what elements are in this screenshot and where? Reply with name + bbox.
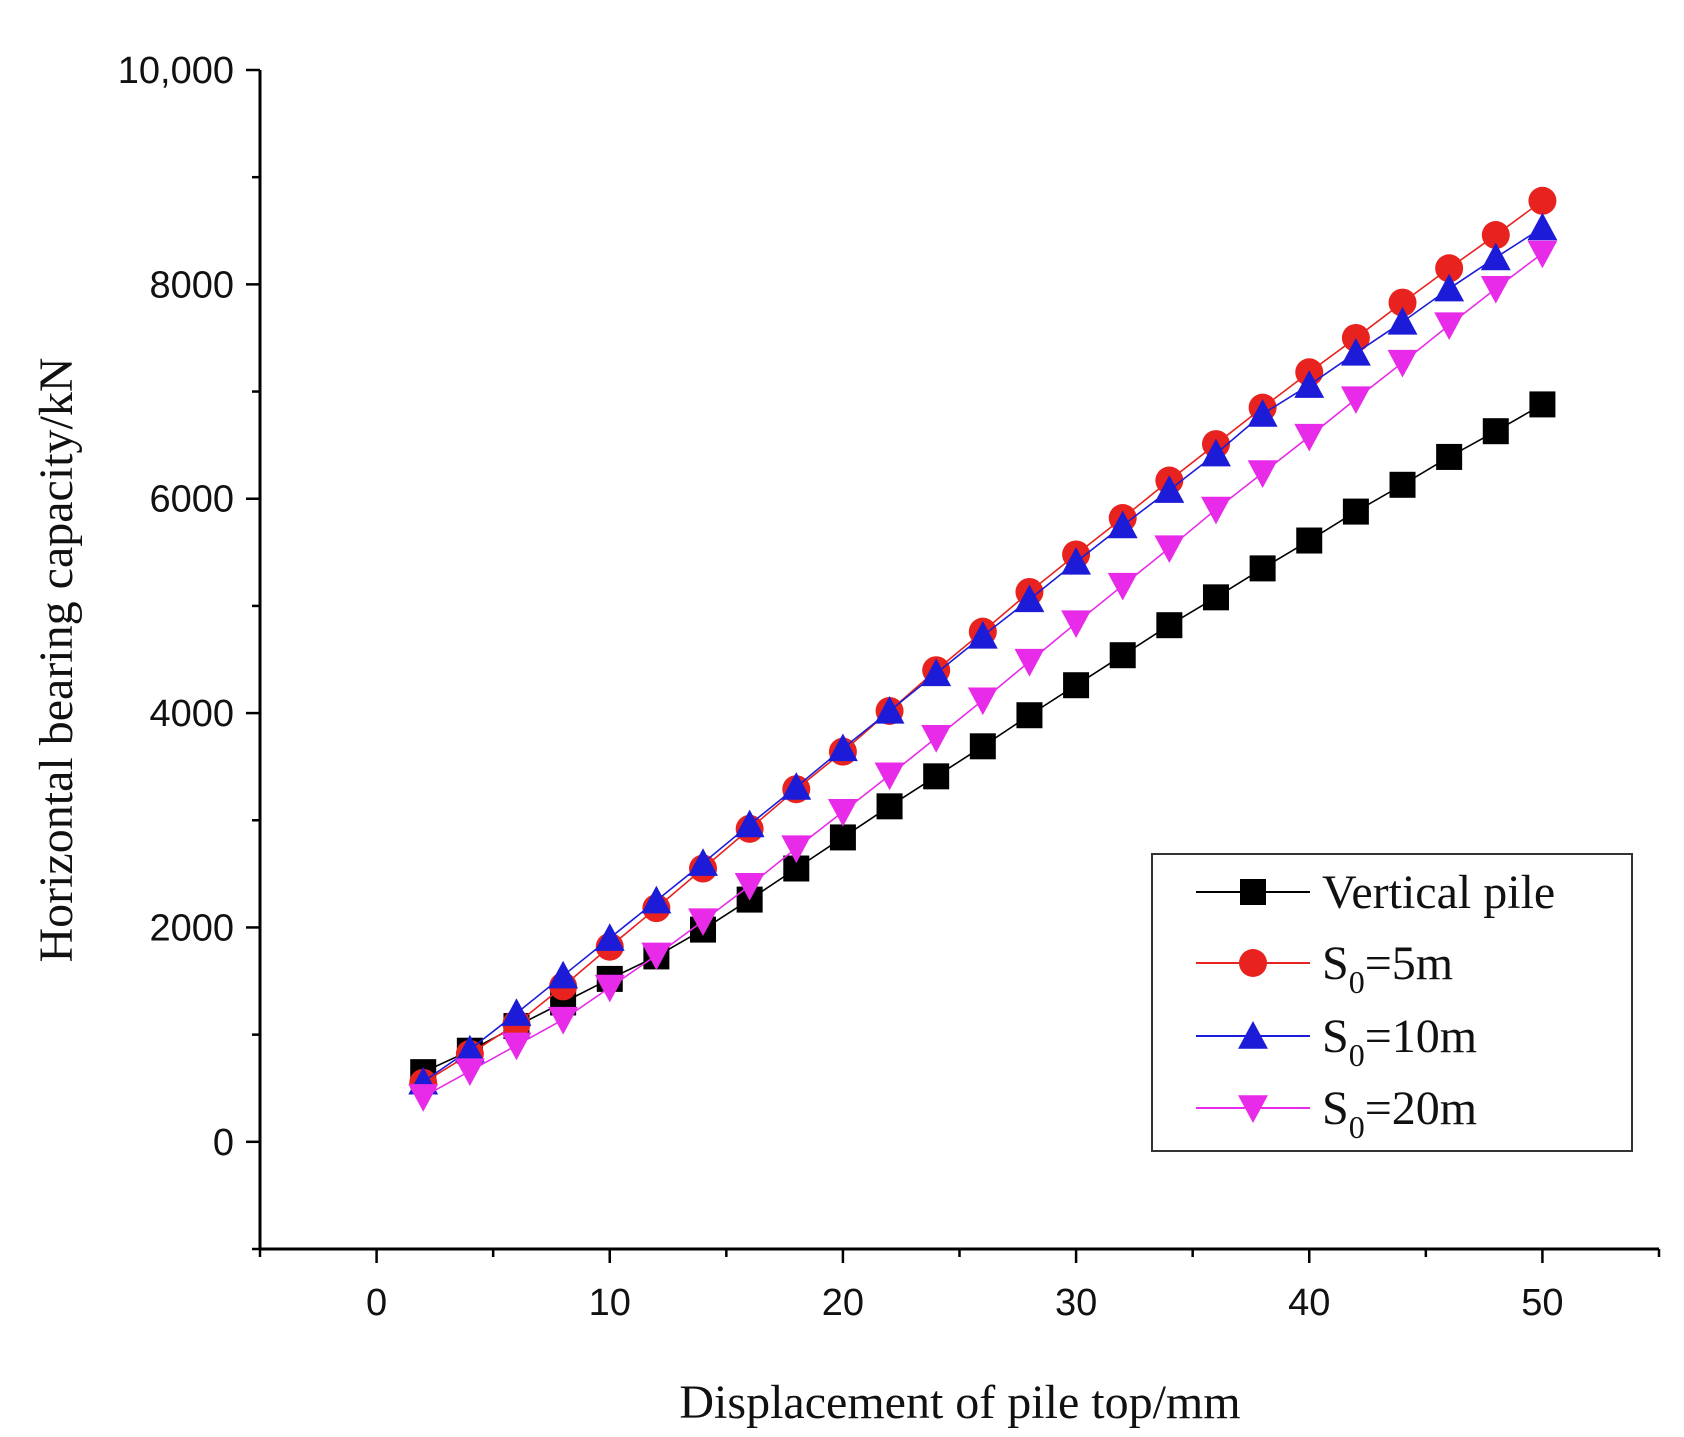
series-3: [408, 240, 1558, 1112]
data-point: [827, 798, 858, 827]
x-tick-label: 40: [1288, 1282, 1330, 1324]
data-point: [641, 942, 672, 971]
data-point: [1529, 391, 1556, 418]
data-point: [1527, 240, 1558, 269]
legend-label: Vertical pile: [1322, 866, 1555, 919]
data-point: [781, 835, 812, 864]
data-point: [1063, 672, 1090, 699]
legend: Vertical pile S0=5m S0=10m S0=20m: [1151, 853, 1633, 1152]
y-axis-title: Horizontal bearing capacity/kN: [30, 357, 83, 962]
data-point: [1480, 275, 1511, 304]
data-point: [874, 762, 905, 791]
data-point: [501, 1032, 532, 1061]
x-tick-label: 20: [822, 1282, 864, 1324]
data-point: [1201, 438, 1231, 467]
data-point: [1435, 254, 1464, 283]
data-point: [1389, 471, 1416, 498]
data-point: [967, 687, 998, 716]
y-tick-label: 8000: [149, 264, 234, 306]
data-point: [688, 848, 718, 876]
legend-marker: [1238, 1021, 1268, 1049]
x-tick-label: 0: [366, 1282, 387, 1324]
data-point: [1387, 349, 1418, 378]
data-point: [1154, 475, 1185, 503]
y-tick-label: 2000: [149, 907, 234, 949]
legend-marker: [1239, 949, 1267, 977]
legend-label: S0=20m: [1322, 1082, 1477, 1145]
data-point: [1387, 306, 1418, 335]
data-point: [921, 725, 952, 753]
data-point: [1481, 221, 1510, 250]
data-point: [1341, 323, 1370, 352]
data-point: [1342, 498, 1369, 525]
y-tick-label: 10,000: [118, 50, 234, 92]
data-point: [1016, 702, 1043, 729]
data-point: [734, 809, 765, 838]
x-tick-label: 50: [1521, 1282, 1563, 1324]
data-point: [1107, 510, 1138, 539]
data-point: [1249, 555, 1276, 582]
series-layer: [408, 186, 1558, 1112]
data-point: [827, 733, 858, 762]
data-point: [1296, 527, 1323, 554]
data-point: [1434, 312, 1465, 341]
data-point: [1340, 386, 1371, 414]
x-axis-title: Displacement of pile top/mm: [679, 1376, 1240, 1429]
data-point: [1014, 584, 1045, 613]
y-tick-label: 0: [213, 1122, 234, 1164]
data-point: [454, 1034, 485, 1063]
legend-marker: [1240, 879, 1266, 905]
data-point: [1154, 535, 1185, 563]
data-point: [1202, 584, 1229, 611]
data-point: [1527, 212, 1558, 241]
data-point: [1434, 273, 1465, 302]
data-point: [876, 793, 903, 820]
legend-marker: [1238, 1095, 1268, 1123]
data-point: [641, 885, 672, 914]
legend-box: [1151, 853, 1633, 1152]
data-point: [734, 872, 765, 901]
data-point: [688, 908, 718, 936]
series-2: [408, 212, 1558, 1095]
legend-label: S0=5m: [1322, 937, 1453, 1000]
x-tick-label: 10: [589, 1282, 631, 1324]
data-point: [874, 695, 905, 724]
data-point: [1061, 610, 1092, 639]
data-point: [1482, 418, 1509, 445]
data-point: [1061, 547, 1092, 575]
ticks: 0 10 20 30 40 50 0 2000 4000 6000 8000 10,000: [118, 50, 1661, 1324]
data-point: [1528, 186, 1557, 215]
data-point: [967, 620, 998, 649]
data-point: [594, 974, 625, 1003]
data-point: [1014, 648, 1045, 677]
data-point: [548, 960, 579, 989]
x-tick-label: 30: [1055, 1282, 1097, 1324]
legend-label: S0=10m: [1322, 1010, 1477, 1073]
data-point: [1247, 460, 1278, 488]
data-point: [1247, 399, 1278, 427]
data-point: [921, 658, 952, 687]
data-point: [1388, 288, 1417, 317]
data-point: [501, 998, 532, 1026]
data-point: [1294, 370, 1325, 398]
y-tick-label: 4000: [149, 693, 234, 735]
data-point: [1340, 338, 1371, 366]
data-point: [1109, 642, 1136, 669]
data-point: [1156, 612, 1183, 639]
data-point: [923, 763, 950, 790]
data-point: [1107, 572, 1138, 601]
data-point: [1201, 496, 1231, 525]
data-point: [1294, 423, 1325, 452]
data-point: [408, 1084, 439, 1112]
data-point: [594, 923, 625, 951]
data-point: [548, 1006, 579, 1035]
data-point: [829, 824, 856, 851]
y-tick-label: 6000: [149, 479, 234, 521]
data-point: [454, 1058, 485, 1087]
data-point: [781, 772, 812, 800]
data-point: [1436, 443, 1463, 470]
data-point: [969, 733, 996, 760]
data-point: [1480, 242, 1511, 271]
